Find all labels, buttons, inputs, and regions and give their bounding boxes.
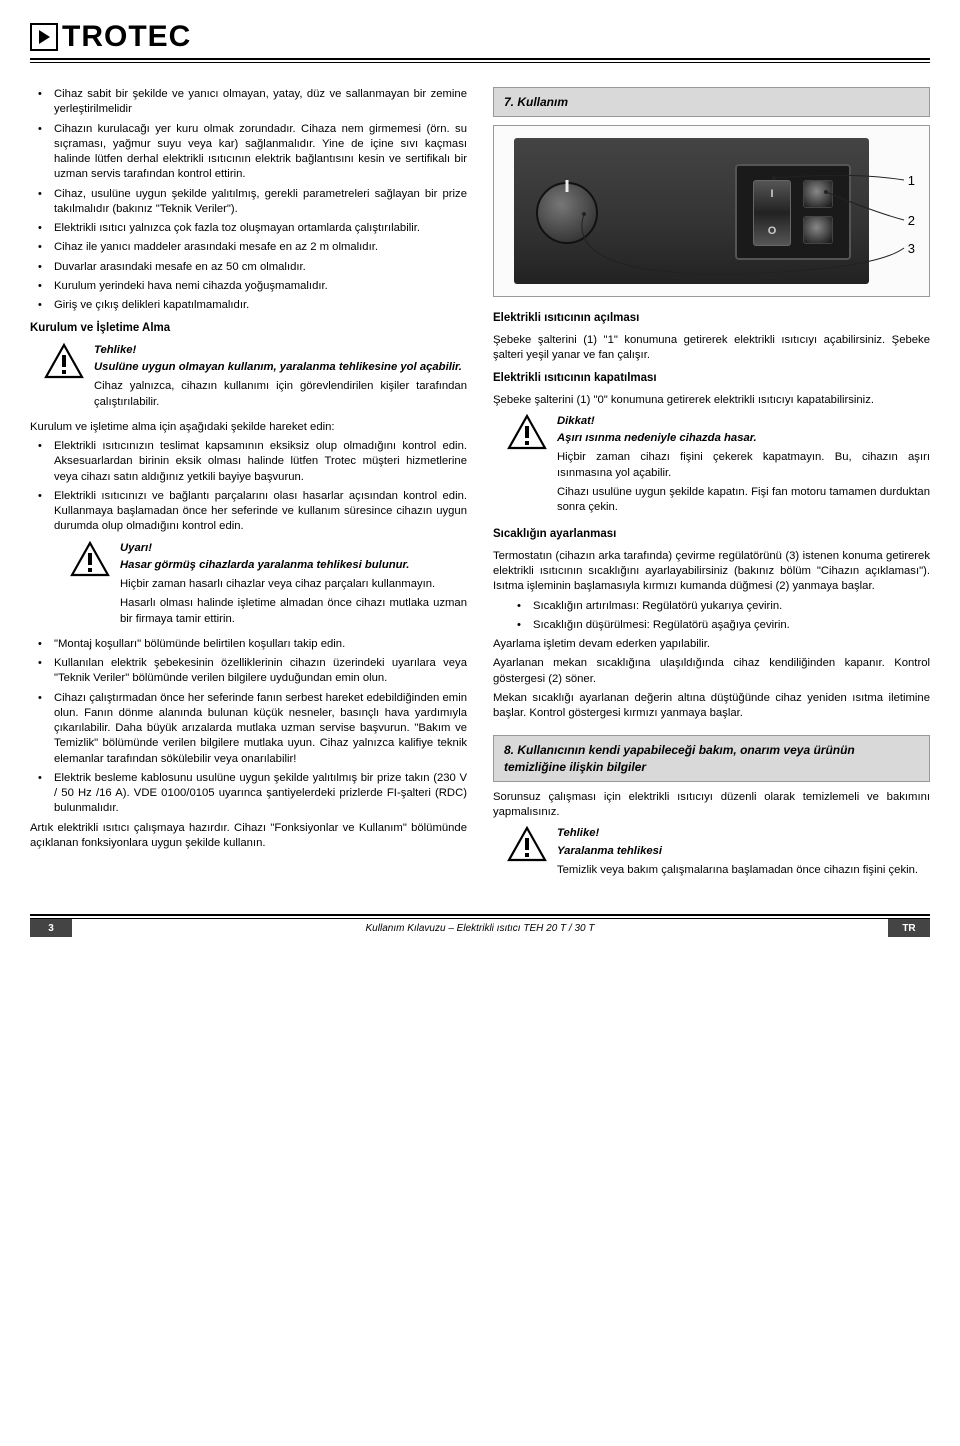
indicator-lamp-graphic	[803, 216, 833, 244]
para-adj2: Ayarlanan mekan sıcaklığına ulaşıldığınd…	[493, 656, 930, 687]
warning-danger-1: Tehlike! Usulüne uygun olmayan kullanım,…	[44, 343, 467, 414]
section-7-header: 7. Kullanım	[493, 87, 930, 117]
warning-body: Hasarlı olması halinde işletime almadan …	[120, 596, 467, 627]
list-item: Elektrik besleme kablosunu usulüne uygun…	[44, 771, 467, 817]
warning-triangle-icon	[44, 343, 84, 379]
callout-1: 1	[908, 172, 915, 190]
warning-title: Uyarı!	[120, 541, 467, 556]
bullets-group-3: "Montaj koşulları" bölümünde belirtilen …	[30, 637, 467, 817]
warning-body: Hiçbir zaman cihazı fişini çekerek kapat…	[557, 450, 930, 481]
warning-danger-2: Tehlike! Yaralanma tehlikesi Temizlik ve…	[507, 826, 930, 882]
warning-body: Cihazı usulüne uygun şekilde kapatın. Fi…	[557, 485, 930, 516]
list-item: Sıcaklığın artırılması: Regülatörü yukar…	[523, 599, 930, 614]
header-rule-thin	[30, 62, 930, 63]
warning-triangle-icon	[507, 414, 547, 450]
list-item: Cihaz ile yanıcı maddeler arasındaki mes…	[44, 240, 467, 255]
warning-triangle-icon	[70, 541, 110, 577]
header: TROTEC	[30, 20, 930, 54]
para-ready: Artık elektrikli ısıtıcı çalışmaya hazır…	[30, 821, 467, 852]
list-item: Sıcaklığın düşürülmesi: Regülatörü aşağı…	[523, 618, 930, 633]
list-item: Kurulum yerindeki hava nemi cihazda yoğu…	[44, 279, 467, 294]
para-on: Şebeke şalterini (1) "1" konumuna getire…	[493, 333, 930, 364]
para-adj3: Mekan sıcaklığı ayarlanan değerin altına…	[493, 691, 930, 722]
logo-icon	[30, 23, 58, 51]
right-column: 7. Kullanım I O	[493, 87, 930, 888]
para-temp: Termostatın (cihazın arka tarafında) çev…	[493, 549, 930, 595]
brand-name: TROTEC	[62, 20, 191, 54]
rocker-top-label: I	[754, 187, 790, 202]
header-rule	[30, 58, 930, 60]
list-item: Duvarlar arasındaki mesafe en az 50 cm o…	[44, 260, 467, 275]
heading-on: Elektrikli ısıtıcının açılması	[493, 311, 930, 327]
warning-subtitle: Hasar görmüş cihazlarda yaralanma tehlik…	[120, 558, 467, 573]
warning-title: Tehlike!	[94, 343, 467, 358]
indicator-lamp-graphic	[803, 180, 833, 208]
list-item: Elektrikli ısıtıcı yalnızca çok fazla to…	[44, 221, 467, 236]
callout-3: 3	[908, 240, 915, 258]
rocker-switch-graphic: I O	[753, 180, 791, 246]
warning-subtitle: Yaralanma tehlikesi	[557, 844, 930, 859]
callout-2: 2	[908, 212, 915, 230]
footer-language: TR	[888, 919, 930, 937]
para-adj1: Ayarlama işletim devam ederken yapılabil…	[493, 637, 930, 652]
heading-temp: Sıcaklığın ayarlanması	[493, 527, 930, 543]
warning-triangle-icon	[507, 826, 547, 862]
list-item: Kullanılan elektrik şebekesinin özellikl…	[44, 656, 467, 687]
warning-body: Hiçbir zaman hasarlı cihazlar veya cihaz…	[120, 577, 467, 592]
list-item: Elektrikli ısıtıcınızı ve bağlantı parça…	[44, 489, 467, 535]
list-item: "Montaj koşulları" bölümünde belirtilen …	[44, 637, 467, 652]
control-panel-diagram: I O 1 2 3	[493, 125, 930, 297]
list-item: Cihaz, usulüne uygun şekilde yalıtılmış,…	[44, 187, 467, 218]
warning-body: Temizlik veya bakım çalışmalarına başlam…	[557, 863, 930, 878]
warning-caution-1: Uyarı! Hasar görmüş cihazlarda yaralanma…	[70, 541, 467, 631]
warning-body: Cihaz yalnızca, cihazın kullanımı için g…	[94, 379, 467, 410]
warning-attention: Dikkat! Aşırı ısınma nedeniyle cihazda h…	[507, 414, 930, 520]
thermostat-knob-graphic	[536, 182, 598, 244]
subhead-setup: Kurulum ve İşletime Alma	[30, 321, 467, 337]
switch-panel-graphic: I O	[735, 164, 851, 260]
footer: 3 Kullanım Kılavuzu – Elektrikli ısıtıcı…	[30, 919, 930, 937]
heading-off: Elektrikli ısıtıcının kapatılması	[493, 371, 930, 387]
para-maint: Sorunsuz çalışması için elektrikli ısıtı…	[493, 790, 930, 821]
list-item: Cihaz sabit bir şekilde ve yanıcı olmaya…	[44, 87, 467, 118]
list-item: Cihazı çalıştırmadan önce her seferinde …	[44, 691, 467, 767]
footer-title: Kullanım Kılavuzu – Elektrikli ısıtıcı T…	[72, 919, 888, 937]
temp-bullets: Sıcaklığın artırılması: Regülatörü yukar…	[493, 599, 930, 634]
list-item: Giriş ve çıkış delikleri kapatılmamalıdı…	[44, 298, 467, 313]
section-8-header: 8. Kullanıcının kendi yapabileceği bakım…	[493, 735, 930, 781]
footer-page-number: 3	[30, 919, 72, 937]
rocker-bottom-label: O	[754, 224, 790, 239]
warning-subtitle: Usulüne uygun olmayan kullanım, yaralanm…	[94, 360, 467, 375]
bullets-group-2: Elektrikli ısıtıcınızın teslimat kapsamı…	[30, 439, 467, 535]
warning-title: Tehlike!	[557, 826, 930, 841]
list-item: Elektrikli ısıtıcınızın teslimat kapsamı…	[44, 439, 467, 485]
warning-title: Dikkat!	[557, 414, 930, 429]
left-column: Cihaz sabit bir şekilde ve yanıcı olmaya…	[30, 87, 467, 888]
warning-subtitle: Aşırı ısınma nedeniyle cihazda hasar.	[557, 431, 930, 446]
list-item: Cihazın kurulacağı yer kuru olmak zorund…	[44, 122, 467, 183]
para-off: Şebeke şalterini (1) "0" konumuna getire…	[493, 393, 930, 408]
bullets-group-1: Cihaz sabit bir şekilde ve yanıcı olmaya…	[30, 87, 467, 313]
para-intro: Kurulum ve işletime alma için aşağıdaki …	[30, 420, 467, 435]
footer-rule	[30, 914, 930, 916]
